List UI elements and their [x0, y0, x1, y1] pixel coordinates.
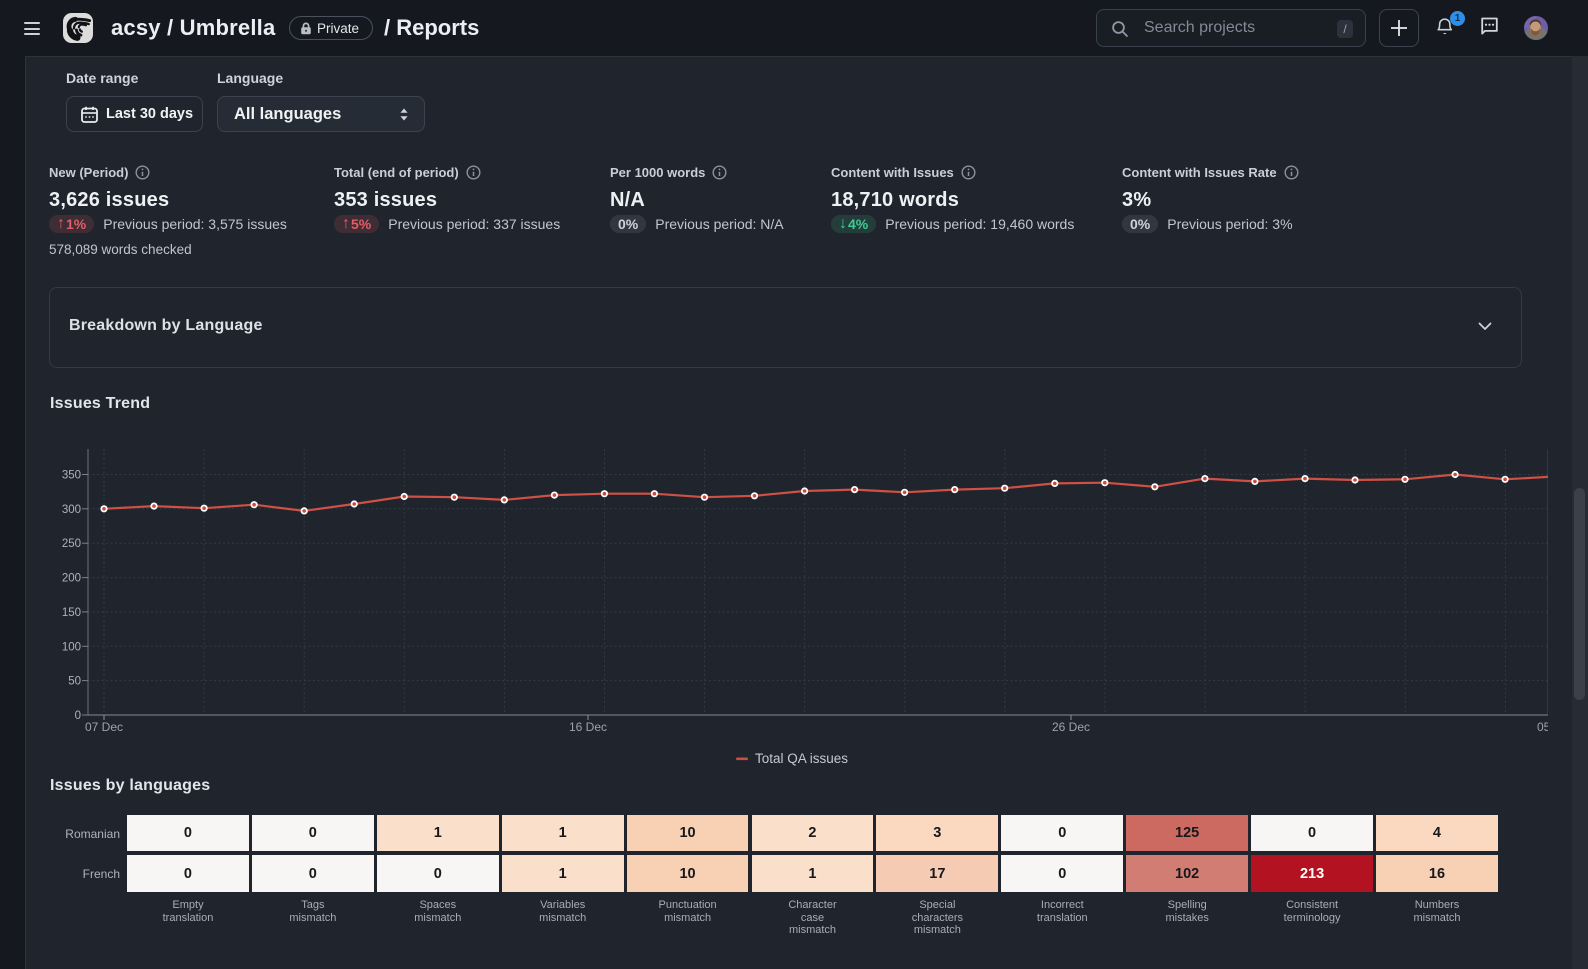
- svg-text:300: 300: [62, 504, 81, 516]
- svg-text:350: 350: [62, 470, 81, 482]
- svg-text:26 Dec: 26 Dec: [1052, 720, 1090, 734]
- svg-text:100: 100: [62, 641, 81, 653]
- svg-text:0: 0: [75, 710, 81, 722]
- svg-text:16 Dec: 16 Dec: [569, 720, 607, 734]
- svg-text:05 Jan: 05 Jan: [1537, 720, 1548, 734]
- svg-text:150: 150: [62, 607, 81, 619]
- svg-text:50: 50: [68, 676, 81, 688]
- svg-text:07 Dec: 07 Dec: [85, 720, 123, 734]
- svg-text:Total QA issues: Total QA issues: [755, 751, 848, 766]
- svg-text:200: 200: [62, 573, 81, 585]
- svg-text:250: 250: [62, 538, 81, 550]
